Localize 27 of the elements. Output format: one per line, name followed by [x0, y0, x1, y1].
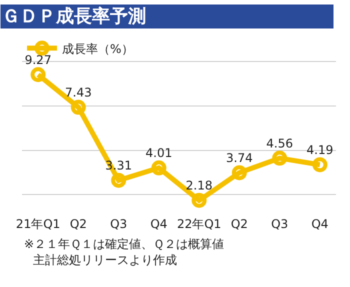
point: [312, 157, 328, 172]
x-tick-label: Q4: [311, 217, 328, 231]
x-tick-label: Q2: [70, 217, 87, 231]
text: 主計総処リリースより作成: [33, 253, 177, 267]
x-tick-label: 22年Q1: [176, 217, 222, 231]
x-tick-label: Q3: [271, 217, 288, 231]
data-label: 4.56: [266, 136, 293, 150]
point: [111, 172, 126, 188]
point: [232, 165, 247, 180]
point: [30, 67, 46, 82]
data-label: 2.18: [186, 178, 212, 193]
x-tick-label: Q3: [110, 217, 128, 231]
data-label: 9.27: [24, 52, 52, 67]
x-tick-label: Q2: [230, 217, 248, 231]
data-label: 4.19: [306, 142, 334, 157]
point: [151, 160, 166, 176]
point: [272, 150, 288, 166]
legend-label: 成長率（%）: [62, 42, 134, 56]
chart-title: ＧＤＰ成長率予測: [2, 6, 146, 27]
x-tick-label: Q4: [150, 217, 168, 231]
text: ※２１年Ｑ１は確定値、Ｑ２は概算値: [24, 237, 224, 251]
point: [192, 192, 207, 208]
x-tick-label: 21年Q1: [16, 217, 60, 231]
data-label: 3.74: [226, 150, 253, 165]
data-label: 4.01: [146, 146, 172, 160]
point: [70, 100, 86, 115]
data-label: 7.43: [65, 85, 92, 100]
